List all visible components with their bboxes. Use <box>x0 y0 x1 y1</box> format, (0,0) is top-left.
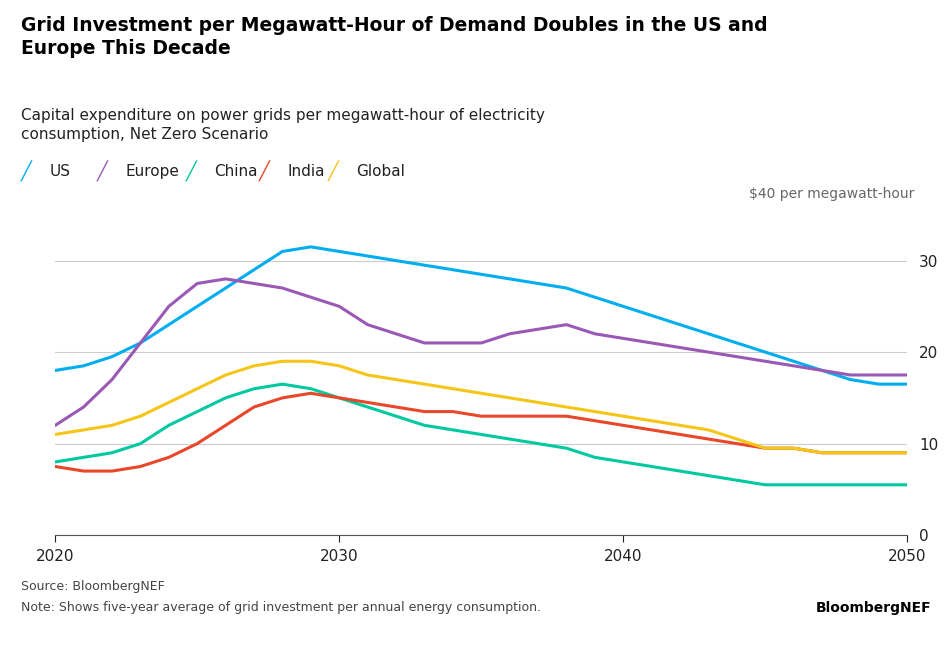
Text: ╱: ╱ <box>259 161 269 182</box>
Text: ╱: ╱ <box>327 161 338 182</box>
Text: ╱: ╱ <box>21 161 31 182</box>
Text: Global: Global <box>356 164 405 179</box>
Text: ╱: ╱ <box>186 161 196 182</box>
Text: BloombergNEF: BloombergNEF <box>816 601 931 615</box>
Text: ╱: ╱ <box>97 161 108 182</box>
Text: China: China <box>214 164 258 179</box>
Text: Capital expenditure on power grids per megawatt-hour of electricity
consumption,: Capital expenditure on power grids per m… <box>21 108 545 142</box>
Text: Europe: Europe <box>126 164 180 179</box>
Text: US: US <box>50 164 70 179</box>
Text: $40 per megawatt-hour: $40 per megawatt-hour <box>748 187 914 201</box>
Text: Note: Shows five-year average of grid investment per annual energy consumption.: Note: Shows five-year average of grid in… <box>21 601 541 614</box>
Text: India: India <box>288 164 325 179</box>
Text: Grid Investment per Megawatt-Hour of Demand Doubles in the US and
Europe This De: Grid Investment per Megawatt-Hour of Dem… <box>21 16 767 58</box>
Text: Source: BloombergNEF: Source: BloombergNEF <box>21 580 165 593</box>
